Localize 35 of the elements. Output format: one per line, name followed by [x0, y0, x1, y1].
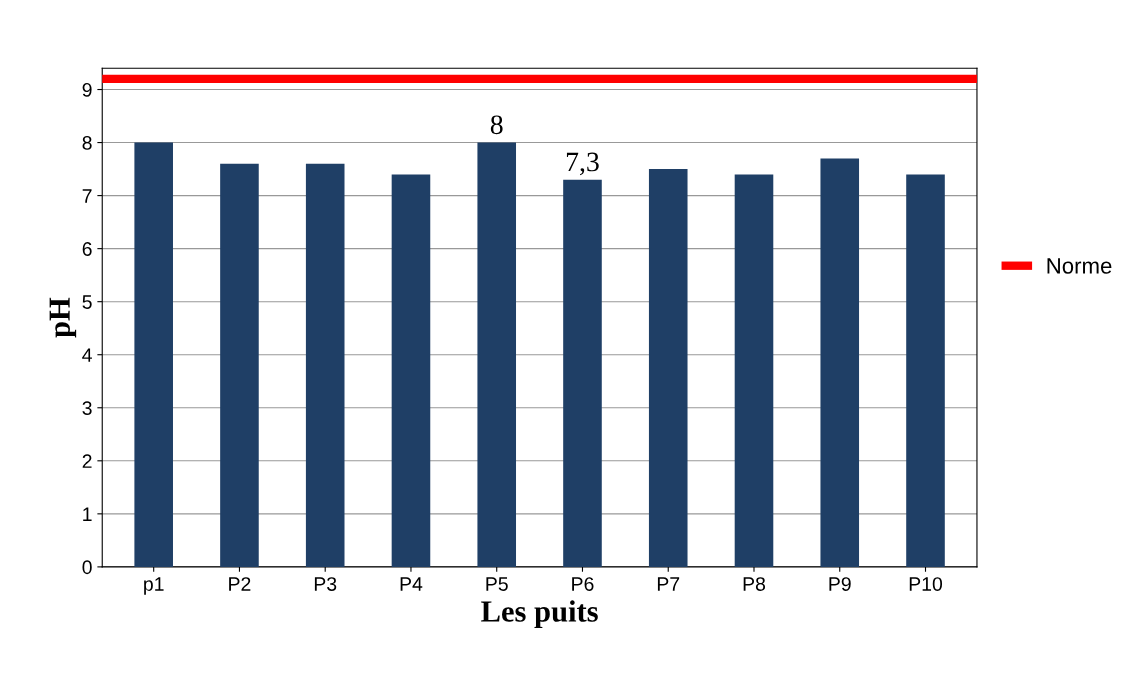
legend-label: Norme [1047, 258, 1112, 274]
x-tick-label: P4 [400, 577, 423, 591]
y-tick-label: 8 [82, 136, 92, 150]
x-tick-label: P9 [829, 577, 851, 591]
data-label: 8 [490, 115, 503, 135]
y-tick-label: 7 [82, 189, 92, 203]
y-tick-label: 1 [83, 507, 92, 521]
y-tick-label: 3 [82, 401, 92, 415]
bar [820, 158, 860, 567]
x-tick-label: P5 [486, 577, 508, 591]
y-tick-label: 2 [82, 454, 92, 468]
x-tick-label: P7 [657, 577, 680, 591]
x-tick-label: p1 [144, 577, 164, 595]
bar [648, 169, 688, 567]
y-tick-label: 0 [82, 560, 92, 575]
bar [906, 174, 945, 567]
bar [563, 179, 602, 567]
x-tick-label: P2 [229, 577, 251, 591]
bar [391, 174, 431, 567]
x-tick-label: P3 [314, 577, 337, 591]
y-tick-label: 6 [82, 242, 92, 256]
y-axis-title: pH [49, 297, 77, 338]
y-tick-label: 4 [82, 348, 92, 362]
bar [305, 163, 345, 567]
y-tick-label: 9 [82, 82, 92, 97]
x-tick-label: P6 [572, 577, 594, 591]
bar [734, 174, 774, 567]
bar [134, 142, 173, 567]
bar [477, 142, 517, 567]
x-tick-label: P8 [743, 577, 766, 591]
x-axis-title: Les puits [481, 600, 598, 628]
x-tick-label: P10 [909, 577, 943, 591]
data-label: 7,3 [566, 152, 599, 176]
bar [220, 163, 259, 567]
y-tick-label: 5 [82, 295, 92, 309]
